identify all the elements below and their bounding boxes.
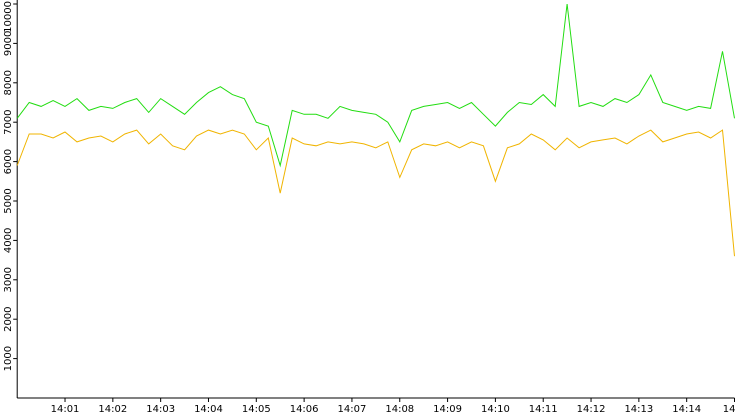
y-tick-label: 2000 [3,306,14,331]
x-tick-label: 14:08 [385,404,414,415]
y-tick-label: 5000 [3,188,14,213]
x-tick-label: 14:14 [672,404,701,415]
x-tick-label: 14:10 [481,404,510,415]
x-tick-label: 14:03 [146,404,175,415]
x-tick-label: 14:04 [194,404,223,415]
y-tick-label: 9000 [3,31,14,56]
x-tick-label: 14:12 [577,404,606,415]
x-tick-label: 14:13 [624,404,653,415]
x-tick-label: 14:06 [290,404,319,415]
y-tick-label: 6000 [3,149,14,174]
y-tick-label: 7000 [3,109,14,134]
x-tick-label: 14:02 [98,404,127,415]
y-tick-label: 8000 [3,70,14,95]
x-tick-label: 14:07 [338,404,367,415]
y-tick-label: 1000 [3,346,14,371]
y-tick-label: 4000 [3,228,14,253]
series-line [16,129,735,257]
x-tick-label: 14:05 [242,404,271,415]
series-line [16,3,735,168]
y-tick-label: 10000 [3,1,14,33]
x-tick-label: 14:01 [51,404,80,415]
x-tick-label: 14 [723,404,735,415]
y-tick-label: 3000 [3,267,14,292]
x-tick-label: 14:09 [433,404,462,415]
x-tick-label: 14:11 [529,404,558,415]
